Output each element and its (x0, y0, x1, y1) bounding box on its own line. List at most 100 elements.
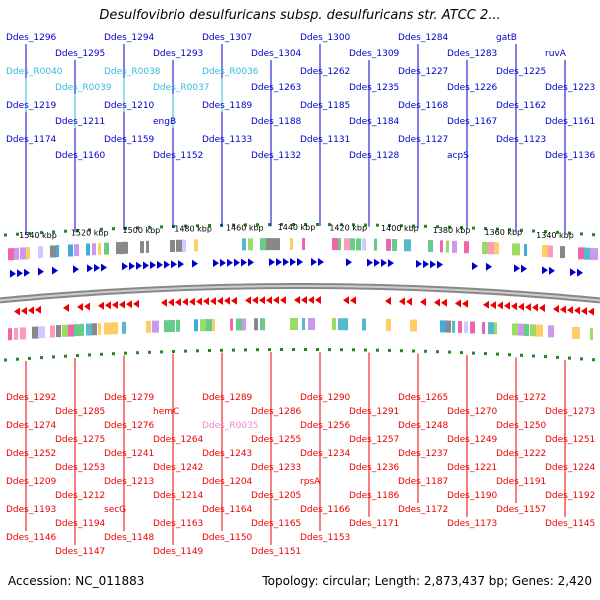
tick-dot-outer (244, 223, 247, 227)
tick-dot-inner (472, 351, 475, 355)
category-block-outer (290, 238, 293, 250)
tick-dot-outer (436, 225, 439, 229)
gene-label-bottom: Ddes_1265 (398, 393, 448, 403)
forward-gene-arrow (143, 261, 149, 270)
category-block-outer (266, 238, 272, 251)
gene-label-bottom: Ddes_1241 (104, 449, 154, 459)
category-block-inner (242, 318, 246, 331)
tick-dot-inner (460, 351, 463, 355)
gene-label-top: Ddes_1223 (545, 83, 595, 93)
category-block-inner (14, 327, 18, 340)
reverse-gene-arrow (210, 297, 216, 306)
gene-label-bottom: Ddes_1290 (300, 393, 351, 403)
category-block-outer (50, 245, 56, 258)
gene-label-top: Ddes_1294 (104, 33, 155, 43)
category-block-inner (260, 318, 265, 331)
tick-dot-inner (352, 348, 355, 352)
category-block-outer (146, 240, 149, 253)
forward-gene-arrow (248, 258, 254, 267)
reverse-gene-arrow (14, 307, 20, 316)
category-block-inner (50, 325, 55, 338)
category-block-outer (578, 247, 585, 260)
tick-dot-inner (100, 352, 103, 356)
tick-dot-inner (412, 349, 415, 353)
category-block-inner (236, 318, 244, 331)
tick-dot-outer (76, 229, 79, 232)
forward-gene-arrow (17, 269, 23, 278)
reverse-gene-arrow (266, 296, 272, 305)
forward-gene-arrow (24, 268, 30, 277)
gene-label-top: Ddes_1167 (447, 117, 497, 127)
forward-gene-arrow (52, 266, 58, 275)
forward-gene-arrow (416, 259, 422, 268)
gene-label-top: Ddes_1225 (496, 67, 546, 77)
reverse-gene-arrow (63, 303, 69, 312)
forward-gene-arrow (381, 258, 387, 267)
tick-dot-outer (508, 228, 511, 232)
gene-label-top: Ddes_1284 (398, 33, 449, 43)
forward-gene-arrow (346, 258, 352, 267)
reverse-gene-arrow (385, 297, 391, 305)
gene-label-bottom: Ddes_1212 (55, 491, 105, 501)
gene-label-bottom: Ddes_1193 (6, 505, 56, 515)
gene-label-bottom: Ddes_1145 (545, 519, 595, 529)
tick-dot-outer (232, 223, 235, 227)
tick-dot-inner (388, 348, 391, 352)
tick-dot-outer (112, 227, 115, 231)
category-block-outer (242, 238, 246, 251)
gene-label-top: Ddes_1262 (300, 67, 350, 77)
forward-gene-arrow (318, 258, 324, 266)
tick-dot-inner (64, 354, 67, 358)
category-block-outer (344, 238, 351, 251)
forward-gene-arrow (570, 268, 576, 277)
category-block-inner (62, 324, 69, 337)
reverse-gene-arrow (84, 302, 90, 311)
reverse-gene-arrow (420, 298, 426, 306)
forward-gene-arrow (94, 263, 100, 272)
tick-dot-inner (340, 348, 343, 352)
gene-label-bottom: Ddes_1186 (349, 491, 400, 501)
gene-label-bottom: Ddes_1221 (447, 463, 497, 473)
category-block-inner (110, 322, 118, 335)
category-block-inner (86, 323, 93, 336)
forward-gene-arrow (423, 260, 429, 269)
gene-label-top: Ddes_R0038 (104, 67, 161, 77)
tick-dot-inner (400, 349, 403, 353)
tick-dot-inner (316, 348, 319, 351)
forward-gene-arrow (290, 258, 296, 266)
gene-label-bottom: Ddes_1205 (251, 491, 301, 501)
reverse-gene-arrow (455, 299, 461, 308)
category-block-outer (428, 240, 433, 252)
tick-dot-inner (592, 358, 595, 362)
category-block-outer (92, 243, 96, 256)
category-block-inner (8, 328, 12, 341)
gene-label-top: Ddes_1152 (153, 151, 203, 161)
tick-dot-outer (568, 231, 571, 235)
forward-gene-arrow (234, 258, 240, 267)
gene-label-top: Ddes_1211 (55, 117, 105, 127)
category-block-outer (182, 239, 186, 252)
category-block-outer (452, 240, 457, 253)
gene-label-top: Ddes_1296 (6, 33, 57, 43)
category-block-inner (464, 321, 468, 334)
tick-dot-outer (208, 224, 211, 227)
forward-gene-arrow (283, 258, 289, 266)
tick-dot-outer (88, 228, 91, 232)
reverse-gene-arrow (343, 296, 349, 305)
gene-label-bottom: Ddes_1276 (104, 421, 155, 431)
category-block-outer (356, 238, 361, 251)
forward-gene-arrow (136, 261, 142, 270)
category-block-outer (482, 242, 490, 254)
category-block-inner (572, 326, 580, 339)
forward-gene-arrow (472, 262, 478, 271)
category-block-inner (206, 319, 214, 332)
tick-dot-outer (16, 232, 19, 236)
gene-label-top: Ddes_R0040 (6, 67, 63, 77)
category-block-inner (524, 324, 529, 336)
gene-label-bottom: Ddes_1191 (496, 477, 546, 487)
gene-label-top: Ddes_1161 (545, 117, 595, 127)
category-block-inner (104, 322, 111, 335)
category-block-inner (332, 318, 336, 331)
tick-dot-outer (316, 223, 319, 226)
scale-label: 1420 kbp (329, 223, 367, 232)
